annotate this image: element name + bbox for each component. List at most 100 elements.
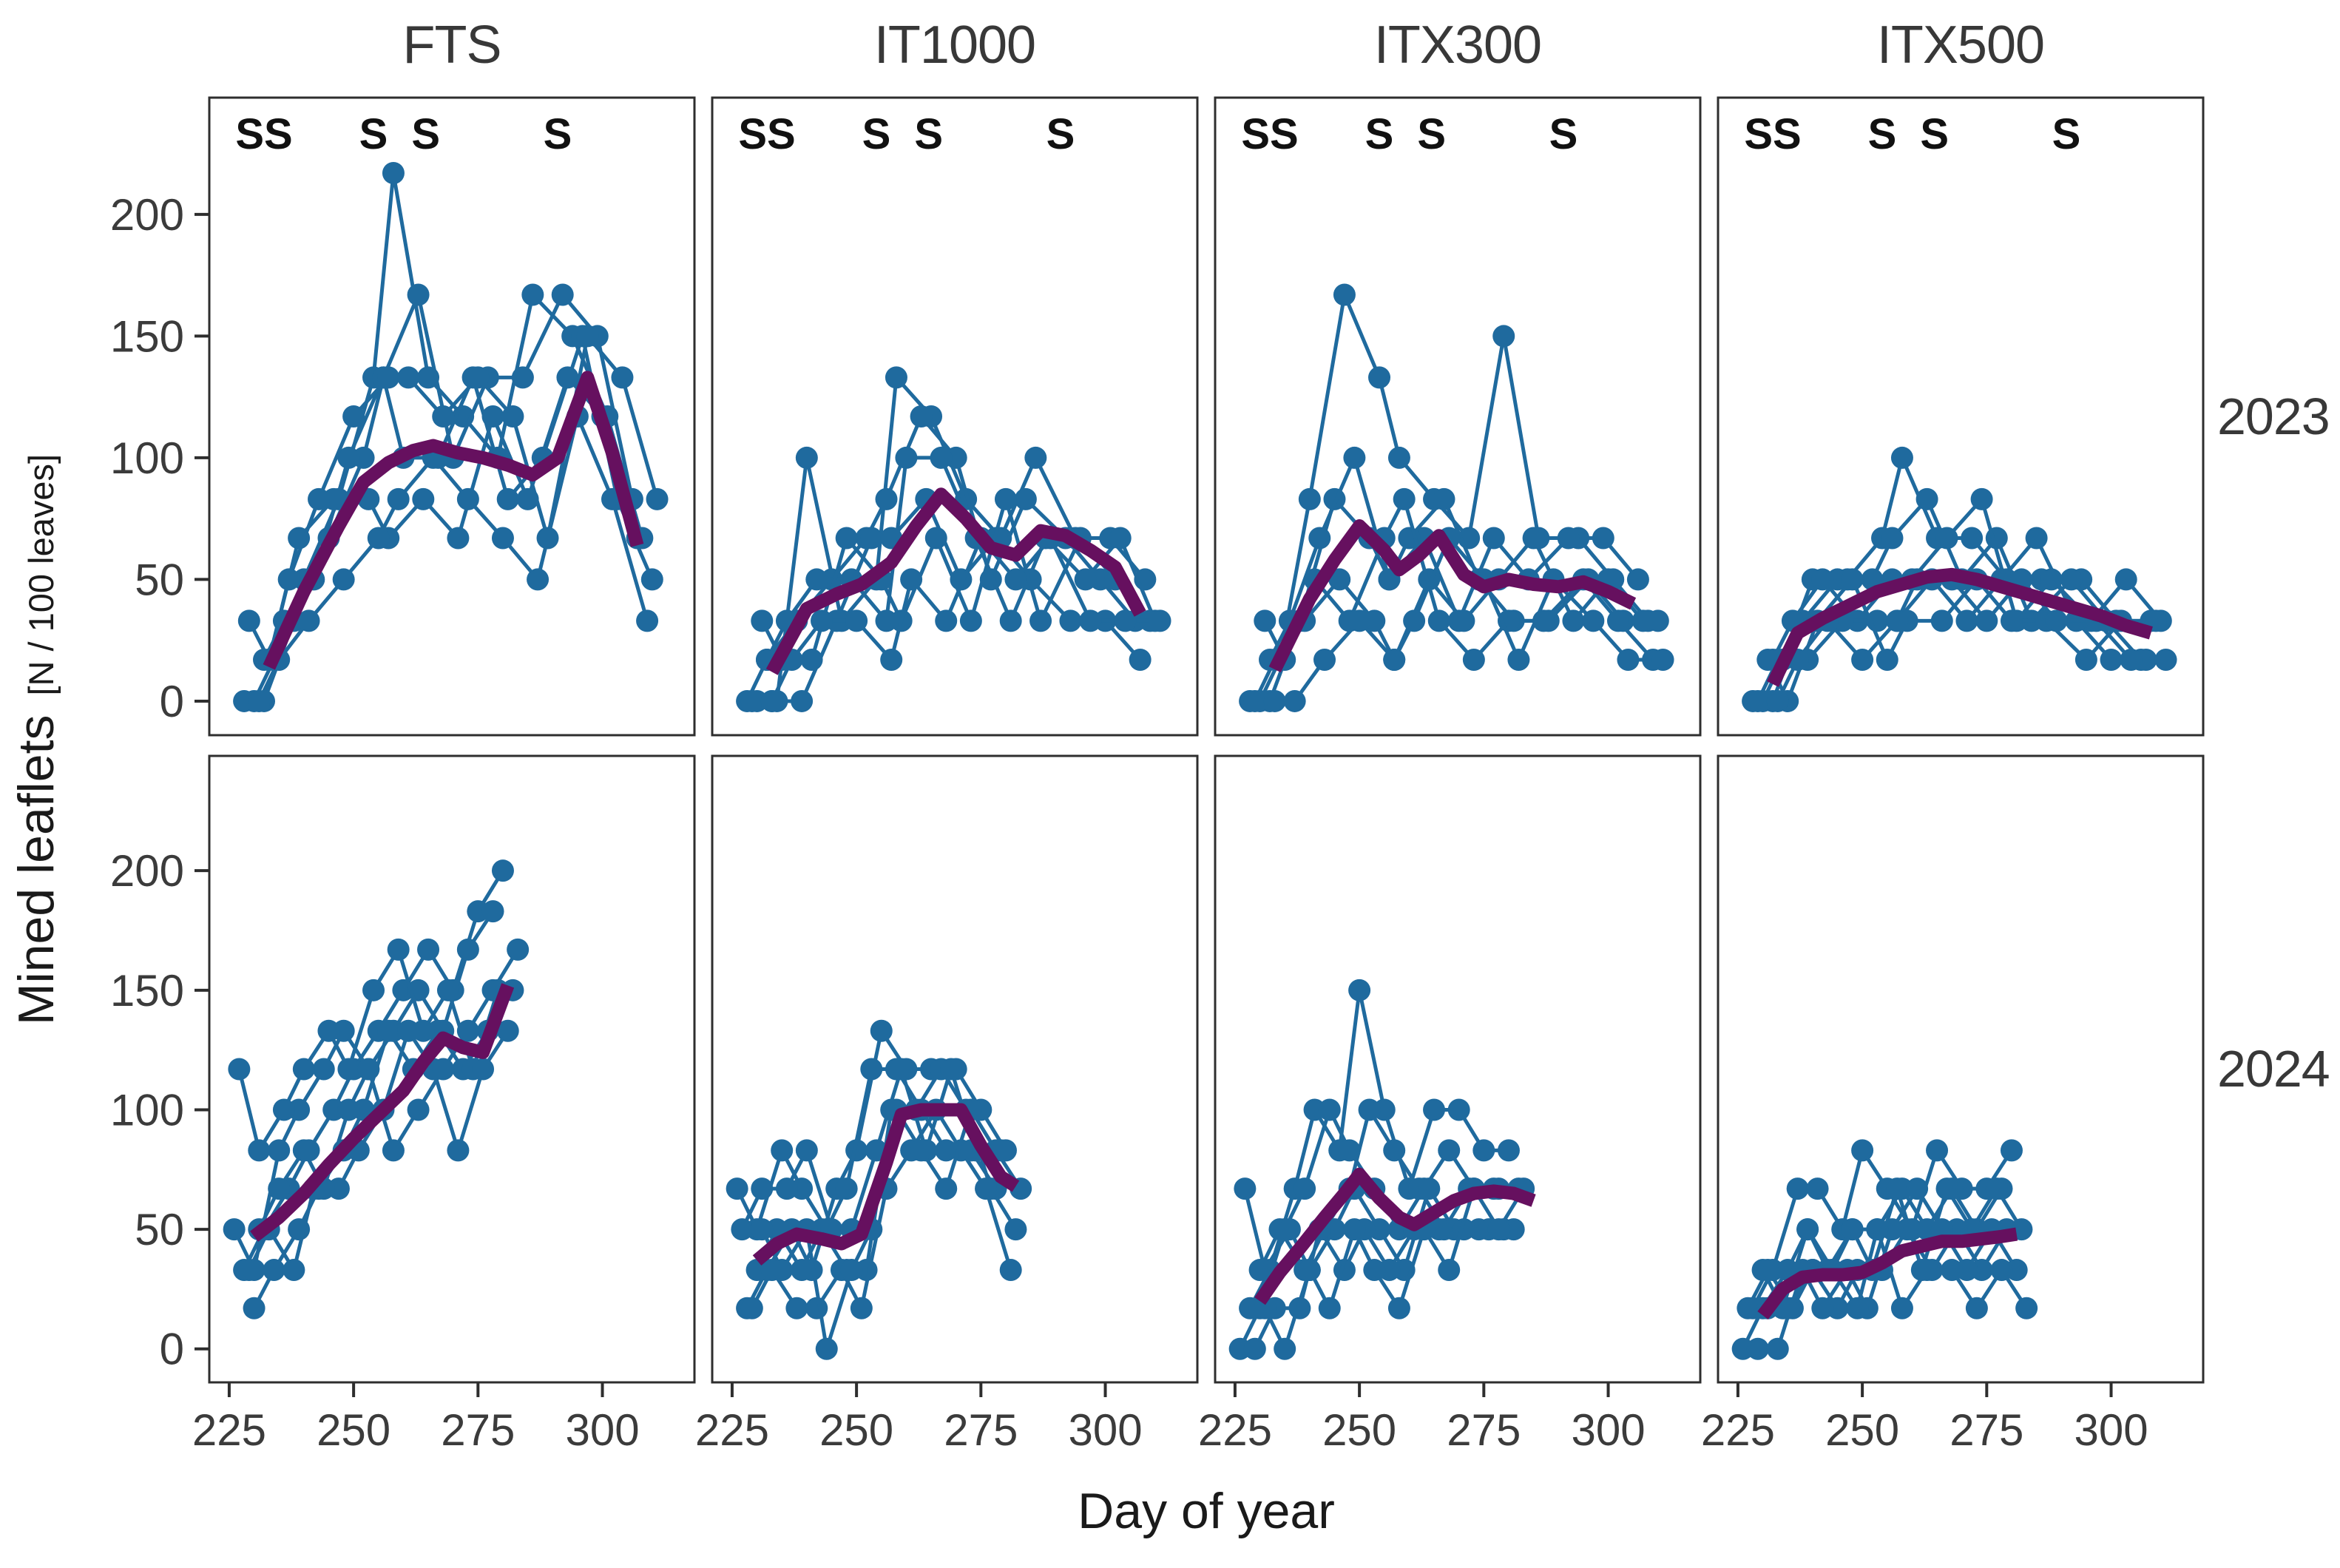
y-tick-label-2023-150: 150 bbox=[110, 311, 184, 361]
panel-ITX300-2024 bbox=[1214, 754, 1702, 1384]
spray-annotation-ITX500-3: S bbox=[2052, 110, 2081, 158]
x-tick-label-ITX300-250: 250 bbox=[1322, 1405, 1396, 1455]
spray-annotation-IT1000-1: S bbox=[862, 110, 891, 158]
data-point-ITX500-2024-4-1 bbox=[1766, 1337, 1789, 1360]
data-point-FTS-2024-3-6 bbox=[362, 979, 385, 1001]
mean-line-ITX500-2024 bbox=[1757, 1227, 2018, 1319]
data-point-ITX500-2024-5-1 bbox=[1776, 1297, 1799, 1319]
data-point-ITX500-2023-4-6 bbox=[1930, 609, 1953, 632]
data-point-ITX300-2023-1-11 bbox=[1592, 527, 1614, 550]
data-point-ITX500-2023-2-9 bbox=[2040, 568, 2063, 591]
data-point-ITX300-2024-5-4 bbox=[1343, 1218, 1366, 1241]
data-point-IT1000-2024-1-5 bbox=[835, 1177, 858, 1200]
data-point-FTS-2024-3-5 bbox=[337, 1058, 360, 1081]
data-point-ITX500-2023-3-9 bbox=[2025, 527, 2048, 550]
data-point-FTS-2023-5-7 bbox=[467, 366, 490, 389]
data-point-ITX500-2024-4-7 bbox=[1906, 1177, 1929, 1200]
data-point-IT1000-2023-3-0 bbox=[740, 689, 763, 712]
data-point-FTS-2023-5-11 bbox=[611, 366, 634, 389]
data-point-FTS-2024-3-3 bbox=[292, 1058, 315, 1081]
data-point-ITX500-2023-5-12 bbox=[2154, 649, 2177, 672]
data-point-IT1000-2023-2-10 bbox=[1074, 568, 1097, 591]
data-point-ITX300-2023-0-8 bbox=[1492, 325, 1515, 348]
x-tick-label-ITX300-225: 225 bbox=[1198, 1405, 1272, 1455]
facet-title-itx500: ITX500 bbox=[1876, 16, 2045, 75]
facet-title-itx300: ITX300 bbox=[1373, 16, 1542, 75]
data-point-ITX500-2023-2-6 bbox=[1935, 527, 1958, 550]
data-point-IT1000-2024-1-2 bbox=[771, 1139, 794, 1162]
data-point-ITX300-2023-0-4 bbox=[1368, 366, 1391, 389]
data-point-IT1000-2023-1-9 bbox=[1014, 487, 1037, 510]
data-point-ITX500-2024-3-1 bbox=[1756, 1259, 1779, 1282]
data-point-ITX300-2024-5-0 bbox=[1254, 1297, 1276, 1319]
data-point-FTS-2024-5-9 bbox=[456, 1019, 479, 1042]
data-point-FTS-2023-5-12 bbox=[646, 487, 669, 510]
data-point-ITX500-2024-2-4 bbox=[1841, 1218, 1864, 1241]
data-point-ITX300-2024-5-2 bbox=[1298, 1259, 1321, 1282]
data-point-FTS-2024-1-4 bbox=[312, 1058, 335, 1081]
data-point-IT1000-2024-5-4 bbox=[840, 1259, 863, 1282]
data-point-IT1000-2023-5-11 bbox=[1114, 609, 1137, 632]
data-point-IT1000-2023-5-8 bbox=[1004, 568, 1027, 591]
data-point-FTS-2023-1-9 bbox=[511, 366, 534, 389]
data-point-FTS-2023-5-10 bbox=[576, 325, 599, 348]
data-point-ITX300-2023-3-7 bbox=[1453, 609, 1475, 632]
data-point-ITX300-2023-2-3 bbox=[1343, 446, 1366, 469]
data-point-FTS-2024-4-0 bbox=[237, 1259, 260, 1282]
data-point-FTS-2024-1-0 bbox=[223, 1218, 246, 1241]
data-point-FTS-2024-2-1 bbox=[263, 1259, 285, 1282]
data-point-ITX300-2023-5-11 bbox=[1617, 649, 1640, 672]
data-point-ITX300-2024-1-9 bbox=[1438, 1139, 1461, 1162]
data-point-ITX300-2024-0-10 bbox=[1472, 1139, 1495, 1162]
data-point-FTS-2023-4-2 bbox=[297, 609, 320, 632]
x-tick-label-ITX300-275: 275 bbox=[1447, 1405, 1521, 1455]
mean-line-ITX300-2024 bbox=[1254, 1167, 1536, 1305]
data-point-IT1000-2023-2-5 bbox=[895, 446, 918, 469]
data-point-FTS-2023-4-12 bbox=[636, 609, 659, 632]
data-point-ITX300-2023-3-10 bbox=[1562, 609, 1585, 632]
y-tick-label-2023-0: 0 bbox=[160, 677, 184, 726]
data-point-FTS-2024-1-11 bbox=[481, 900, 504, 923]
data-point-FTS-2024-5-6 bbox=[382, 1139, 405, 1162]
data-point-FTS-2024-0-11 bbox=[491, 859, 514, 882]
data-point-IT1000-2023-5-5 bbox=[900, 568, 923, 591]
mean-line-IT1000-2023 bbox=[765, 487, 1146, 675]
data-point-ITX500-2023-5-4 bbox=[1886, 609, 1909, 632]
mean-line-FTS-2024 bbox=[250, 983, 515, 1242]
data-point-ITX300-2024-0-11 bbox=[1497, 1139, 1520, 1162]
data-point-ITX500-2023-2-11 bbox=[2114, 568, 2137, 591]
data-point-FTS-2023-0-5 bbox=[382, 161, 405, 184]
data-point-ITX300-2024-3-0 bbox=[1234, 1177, 1257, 1200]
data-point-FTS-2023-5-9 bbox=[536, 527, 559, 550]
spray-annotation-FTS-1: S bbox=[359, 110, 388, 158]
data-point-IT1000-2024-5-0 bbox=[751, 1218, 774, 1241]
data-point-ITX300-2024-1-3 bbox=[1294, 1177, 1316, 1200]
spray-annotation-ITX500-2: S bbox=[1920, 110, 1949, 158]
mean-line-ITX500-2023 bbox=[1766, 567, 2153, 687]
data-point-IT1000-2024-3-9 bbox=[939, 1058, 962, 1081]
data-point-IT1000-2023-5-12 bbox=[1149, 609, 1171, 632]
data-point-ITX300-2023-5-1 bbox=[1283, 689, 1306, 712]
data-point-IT1000-2023-4-2 bbox=[800, 649, 823, 672]
data-point-IT1000-2023-4-6 bbox=[924, 527, 947, 550]
data-point-ITX500-2023-5-7 bbox=[1975, 609, 1998, 632]
x-tick-label-ITX500-300: 300 bbox=[2074, 1405, 2148, 1455]
data-point-ITX500-2023-4-0 bbox=[1756, 649, 1779, 672]
spray-annotation-ITX300-0: SS bbox=[1241, 110, 1298, 158]
data-point-FTS-2024-3-2 bbox=[272, 1098, 295, 1121]
data-point-ITX300-2023-1-10 bbox=[1557, 527, 1580, 550]
data-point-ITX500-2023-4-3 bbox=[1841, 568, 1864, 591]
data-point-FTS-2024-3-0 bbox=[228, 1058, 251, 1081]
data-point-ITX300-2023-0-2 bbox=[1298, 487, 1321, 510]
data-point-ITX500-2024-2-2 bbox=[1796, 1218, 1819, 1241]
x-tick-label-IT1000-250: 250 bbox=[819, 1405, 893, 1455]
data-point-ITX300-2024-4-0 bbox=[1243, 1337, 1266, 1360]
spray-annotation-IT1000-2: S bbox=[914, 110, 943, 158]
data-point-IT1000-2023-3-4 bbox=[860, 527, 883, 550]
data-point-ITX500-2024-0-11 bbox=[2000, 1139, 2023, 1162]
data-point-ITX500-2023-4-10 bbox=[2074, 649, 2097, 672]
data-point-ITX300-2024-1-4 bbox=[1318, 1098, 1341, 1121]
data-point-ITX500-2023-5-9 bbox=[2045, 609, 2068, 632]
data-point-ITX300-2023-4-7 bbox=[1462, 649, 1485, 672]
